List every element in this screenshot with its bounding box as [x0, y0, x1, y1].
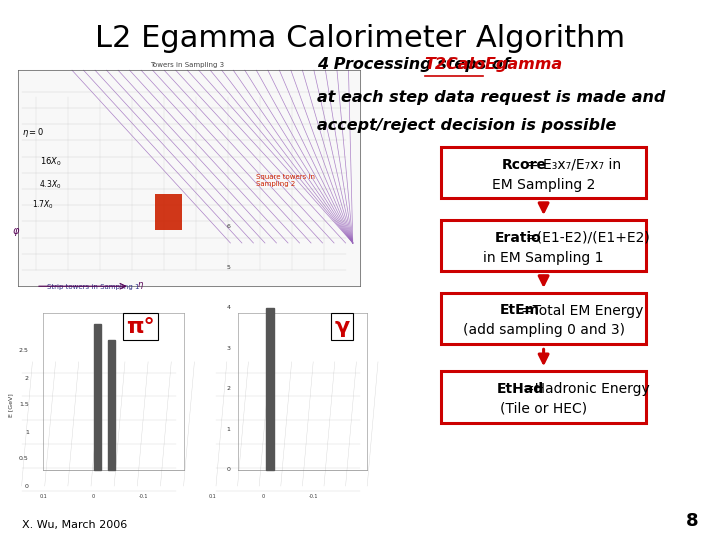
Text: 0: 0	[25, 483, 29, 489]
Text: X. Wu, March 2006: X. Wu, March 2006	[22, 520, 127, 530]
Text: 2: 2	[24, 375, 29, 381]
Text: in EM Sampling 1: in EM Sampling 1	[483, 251, 604, 265]
Text: EtHad: EtHad	[498, 382, 544, 396]
Text: -0.1: -0.1	[308, 495, 318, 500]
Text: 5: 5	[227, 265, 230, 270]
Text: 0: 0	[261, 495, 264, 500]
Text: -0.1: -0.1	[139, 495, 149, 500]
FancyBboxPatch shape	[441, 293, 647, 345]
Text: E [GeV]: E [GeV]	[9, 393, 13, 417]
Text: 8: 8	[685, 512, 698, 530]
Polygon shape	[108, 340, 115, 470]
FancyBboxPatch shape	[441, 220, 647, 271]
Text: 2.5: 2.5	[19, 348, 29, 354]
Text: $\eta = 0$: $\eta = 0$	[22, 126, 44, 139]
Text: $16X_0$: $16X_0$	[40, 156, 61, 168]
Text: $\eta$: $\eta$	[137, 280, 144, 291]
Text: EM Sampling 2: EM Sampling 2	[492, 178, 595, 192]
Text: =(E1-E2)/(E1+E2): =(E1-E2)/(E1+E2)	[526, 231, 650, 245]
Text: π°: π°	[126, 316, 155, 337]
Polygon shape	[266, 308, 274, 470]
Text: 1.5: 1.5	[19, 402, 29, 408]
Text: 2: 2	[226, 386, 230, 391]
Text: $\varphi$: $\varphi$	[12, 226, 20, 238]
Text: 0.1: 0.1	[209, 495, 216, 500]
Text: = E₃x₇/E₇x₇ in: = E₃x₇/E₇x₇ in	[527, 158, 621, 172]
FancyBboxPatch shape	[441, 372, 647, 422]
Text: T2CaloEgamma: T2CaloEgamma	[425, 57, 562, 72]
Text: (add sampling 0 and 3): (add sampling 0 and 3)	[463, 323, 625, 338]
Text: 1: 1	[227, 427, 230, 432]
Text: (Tile or HEC): (Tile or HEC)	[500, 402, 588, 416]
Text: Square towers in
Sampling 2: Square towers in Sampling 2	[256, 174, 315, 187]
Text: Eratio: Eratio	[495, 231, 541, 245]
Polygon shape	[94, 324, 101, 470]
Text: L2 Egamma Calorimeter Algorithm: L2 Egamma Calorimeter Algorithm	[95, 24, 625, 53]
Text: Strip towers in Sampling 1: Strip towers in Sampling 1	[48, 284, 140, 289]
Text: accept/reject decision is possible: accept/reject decision is possible	[317, 118, 616, 133]
Text: =Hadronic Energy: =Hadronic Energy	[523, 382, 650, 396]
Text: 0.5: 0.5	[19, 456, 29, 462]
Text: 1: 1	[25, 429, 29, 435]
Text: at each step data request is made and: at each step data request is made and	[317, 90, 665, 105]
Text: γ: γ	[334, 316, 350, 337]
Text: EtEm: EtEm	[500, 303, 540, 318]
Text: Rcore: Rcore	[501, 158, 546, 172]
Text: $4.3X_0$: $4.3X_0$	[39, 179, 62, 192]
Text: Towers in Sampling 3: Towers in Sampling 3	[150, 62, 224, 68]
Text: 0: 0	[92, 495, 95, 500]
Text: 6: 6	[227, 224, 230, 230]
FancyBboxPatch shape	[155, 194, 182, 230]
Text: 4 Processing steps of: 4 Processing steps of	[317, 57, 516, 72]
Text: $1.7X_0$: $1.7X_0$	[32, 199, 54, 212]
Text: 0.1: 0.1	[40, 495, 47, 500]
Text: 0: 0	[227, 467, 230, 472]
FancyBboxPatch shape	[441, 147, 647, 198]
Text: 3: 3	[226, 346, 230, 351]
Text: 4: 4	[226, 305, 230, 310]
Text: =Total EM Energy: =Total EM Energy	[521, 303, 643, 318]
Polygon shape	[18, 70, 360, 286]
